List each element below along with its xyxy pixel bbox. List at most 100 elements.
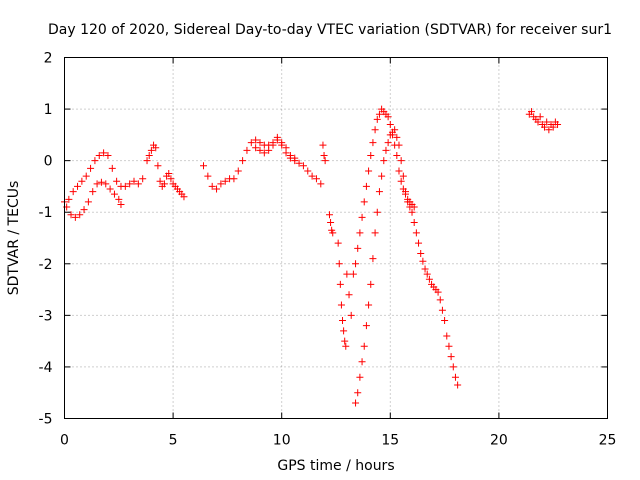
data-point [384,113,392,121]
data-point [402,188,410,196]
y-tick-label: 0 [44,154,53,170]
data-point [208,182,216,190]
data-point [256,146,264,154]
series-sur1-track-a [61,149,147,206]
data-point [180,193,188,201]
data-point [252,136,260,144]
data-point [110,190,118,198]
series-sur1-track-k [352,126,418,407]
data-point [147,146,155,154]
series-sur1-track-c [143,141,188,201]
data-point [89,188,97,196]
data-point [320,151,328,159]
data-point [415,239,423,247]
data-point [299,162,307,170]
data-point [340,327,348,335]
series-sur1-track-g [325,211,337,237]
data-point [549,123,557,131]
data-point [371,126,379,134]
data-point [378,172,386,180]
data-point [113,177,121,185]
data-point [356,229,364,237]
series-sur1-track-b [63,178,125,221]
data-point [397,157,405,165]
data-point [386,121,394,129]
data-point [87,164,95,172]
data-point [354,244,362,252]
data-point [91,157,99,165]
data-point [108,164,116,172]
data-point [273,133,281,141]
series-sur1-track-h [334,239,350,350]
data-point [412,229,420,237]
data-point [217,180,225,188]
data-point [349,270,357,278]
data-point [115,195,123,203]
data-point [213,185,221,193]
data-point [247,139,255,147]
data-point [408,208,416,216]
series-sur1-track-e [252,133,299,162]
data-point [391,126,399,134]
data-point [282,144,290,152]
x-tick-label: 15 [381,433,399,449]
plot-frame [64,57,608,419]
data-point [265,146,273,154]
data-point [204,172,212,180]
x-tick-label: 5 [169,433,178,449]
axis-ticks [64,57,608,419]
data-point [358,358,366,366]
data-point [347,311,355,319]
data-point [317,180,325,188]
data-point [230,175,238,183]
series-sur1-track-d [200,136,325,193]
data-point [126,180,134,188]
x-tick-labels: 0 5 10 15 20 25 [60,433,616,449]
data-point [362,322,370,330]
data-point [80,206,88,214]
data-point [104,151,112,159]
data-point [325,211,333,219]
x-tick-label: 20 [490,433,508,449]
data-point [312,175,320,183]
data-point [200,162,208,170]
data-point [337,301,345,309]
series-sur1-track-i [343,270,355,319]
data-point [436,296,444,304]
data-point [375,110,383,118]
data-point [360,198,368,206]
data-point [260,149,268,157]
data-point [375,188,383,196]
data-point [354,389,362,397]
data-point [447,353,455,361]
data-point [421,265,429,273]
data-point [256,139,264,147]
data-point [335,260,343,268]
data-point [425,275,433,283]
data-point [371,229,379,237]
data-point [65,195,73,203]
data-point [336,280,344,288]
data-point [380,157,388,165]
data-point [352,260,360,268]
data-point [373,115,381,123]
data-point [82,172,90,180]
data-point [393,133,401,141]
grid-lines [64,57,608,419]
data-point [382,146,390,154]
data-point [239,157,247,165]
data-point [76,211,84,219]
data-point [534,118,542,126]
data-point [152,144,160,152]
data-point [130,177,138,185]
series-sur1-track-f [319,141,329,165]
series-sur1-track-j [349,105,462,389]
data-point [454,381,462,389]
data-point [554,121,562,129]
data-point [93,180,101,188]
data-point [367,280,375,288]
data-point [438,306,446,314]
y-tick-label: 2 [44,51,53,67]
data-point [443,332,451,340]
data-point [102,180,110,188]
